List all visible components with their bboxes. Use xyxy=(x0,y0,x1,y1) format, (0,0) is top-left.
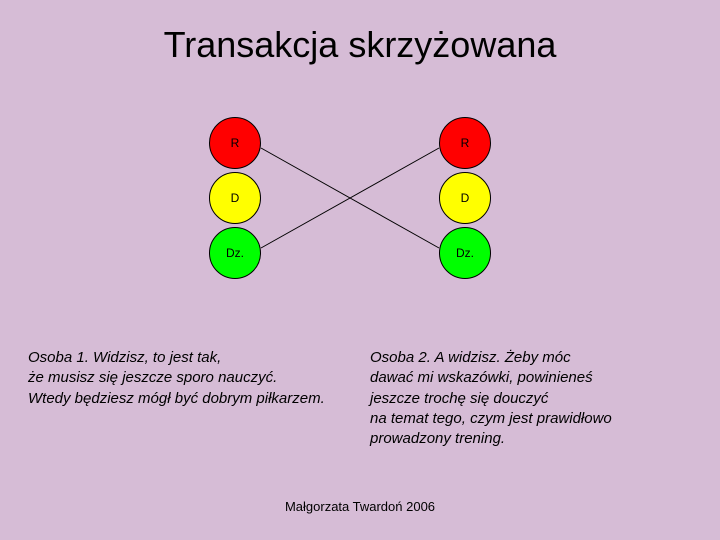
node-l-r: R xyxy=(209,117,261,169)
node-label-r-d: D xyxy=(461,191,470,205)
slide-background xyxy=(0,0,720,540)
osoba1-line: że musisz się jeszcze sporo nauczyć. xyxy=(28,368,368,388)
osoba1-line: Osoba 1. Widzisz, to jest tak, xyxy=(28,348,368,368)
osoba2-text: Osoba 2. A widzisz. Żeby mócdawać mi wsk… xyxy=(370,348,700,449)
node-l-dz: Dz. xyxy=(209,227,261,279)
footer: Małgorzata Twardoń 2006 xyxy=(0,499,720,514)
node-r-r: R xyxy=(439,117,491,169)
osoba2-line: jeszcze trochę się douczyć xyxy=(370,389,700,409)
osoba1-line: Wtedy będziesz mógł być dobrym piłkarzem… xyxy=(28,389,368,409)
node-label-r-r: R xyxy=(461,136,470,150)
osoba2-line: prowadzony trening. xyxy=(370,429,700,449)
osoba1-text: Osoba 1. Widzisz, to jest tak,że musisz … xyxy=(28,348,368,409)
osoba2-line: Osoba 2. A widzisz. Żeby móc xyxy=(370,348,700,368)
footer-text: Małgorzata Twardoń 2006 xyxy=(285,499,435,514)
node-label-l-d: D xyxy=(231,191,240,205)
node-r-d: D xyxy=(439,172,491,224)
title-text: Transakcja skrzyżowana xyxy=(164,24,557,65)
osoba2-line: na temat tego, czym jest prawidłowo xyxy=(370,409,700,429)
node-label-l-dz: Dz. xyxy=(226,246,244,260)
node-r-dz: Dz. xyxy=(439,227,491,279)
slide-title: Transakcja skrzyżowana xyxy=(0,24,720,66)
node-label-r-dz: Dz. xyxy=(456,246,474,260)
node-label-l-r: R xyxy=(231,136,240,150)
osoba2-line: dawać mi wskazówki, powinieneś xyxy=(370,368,700,388)
node-l-d: D xyxy=(209,172,261,224)
